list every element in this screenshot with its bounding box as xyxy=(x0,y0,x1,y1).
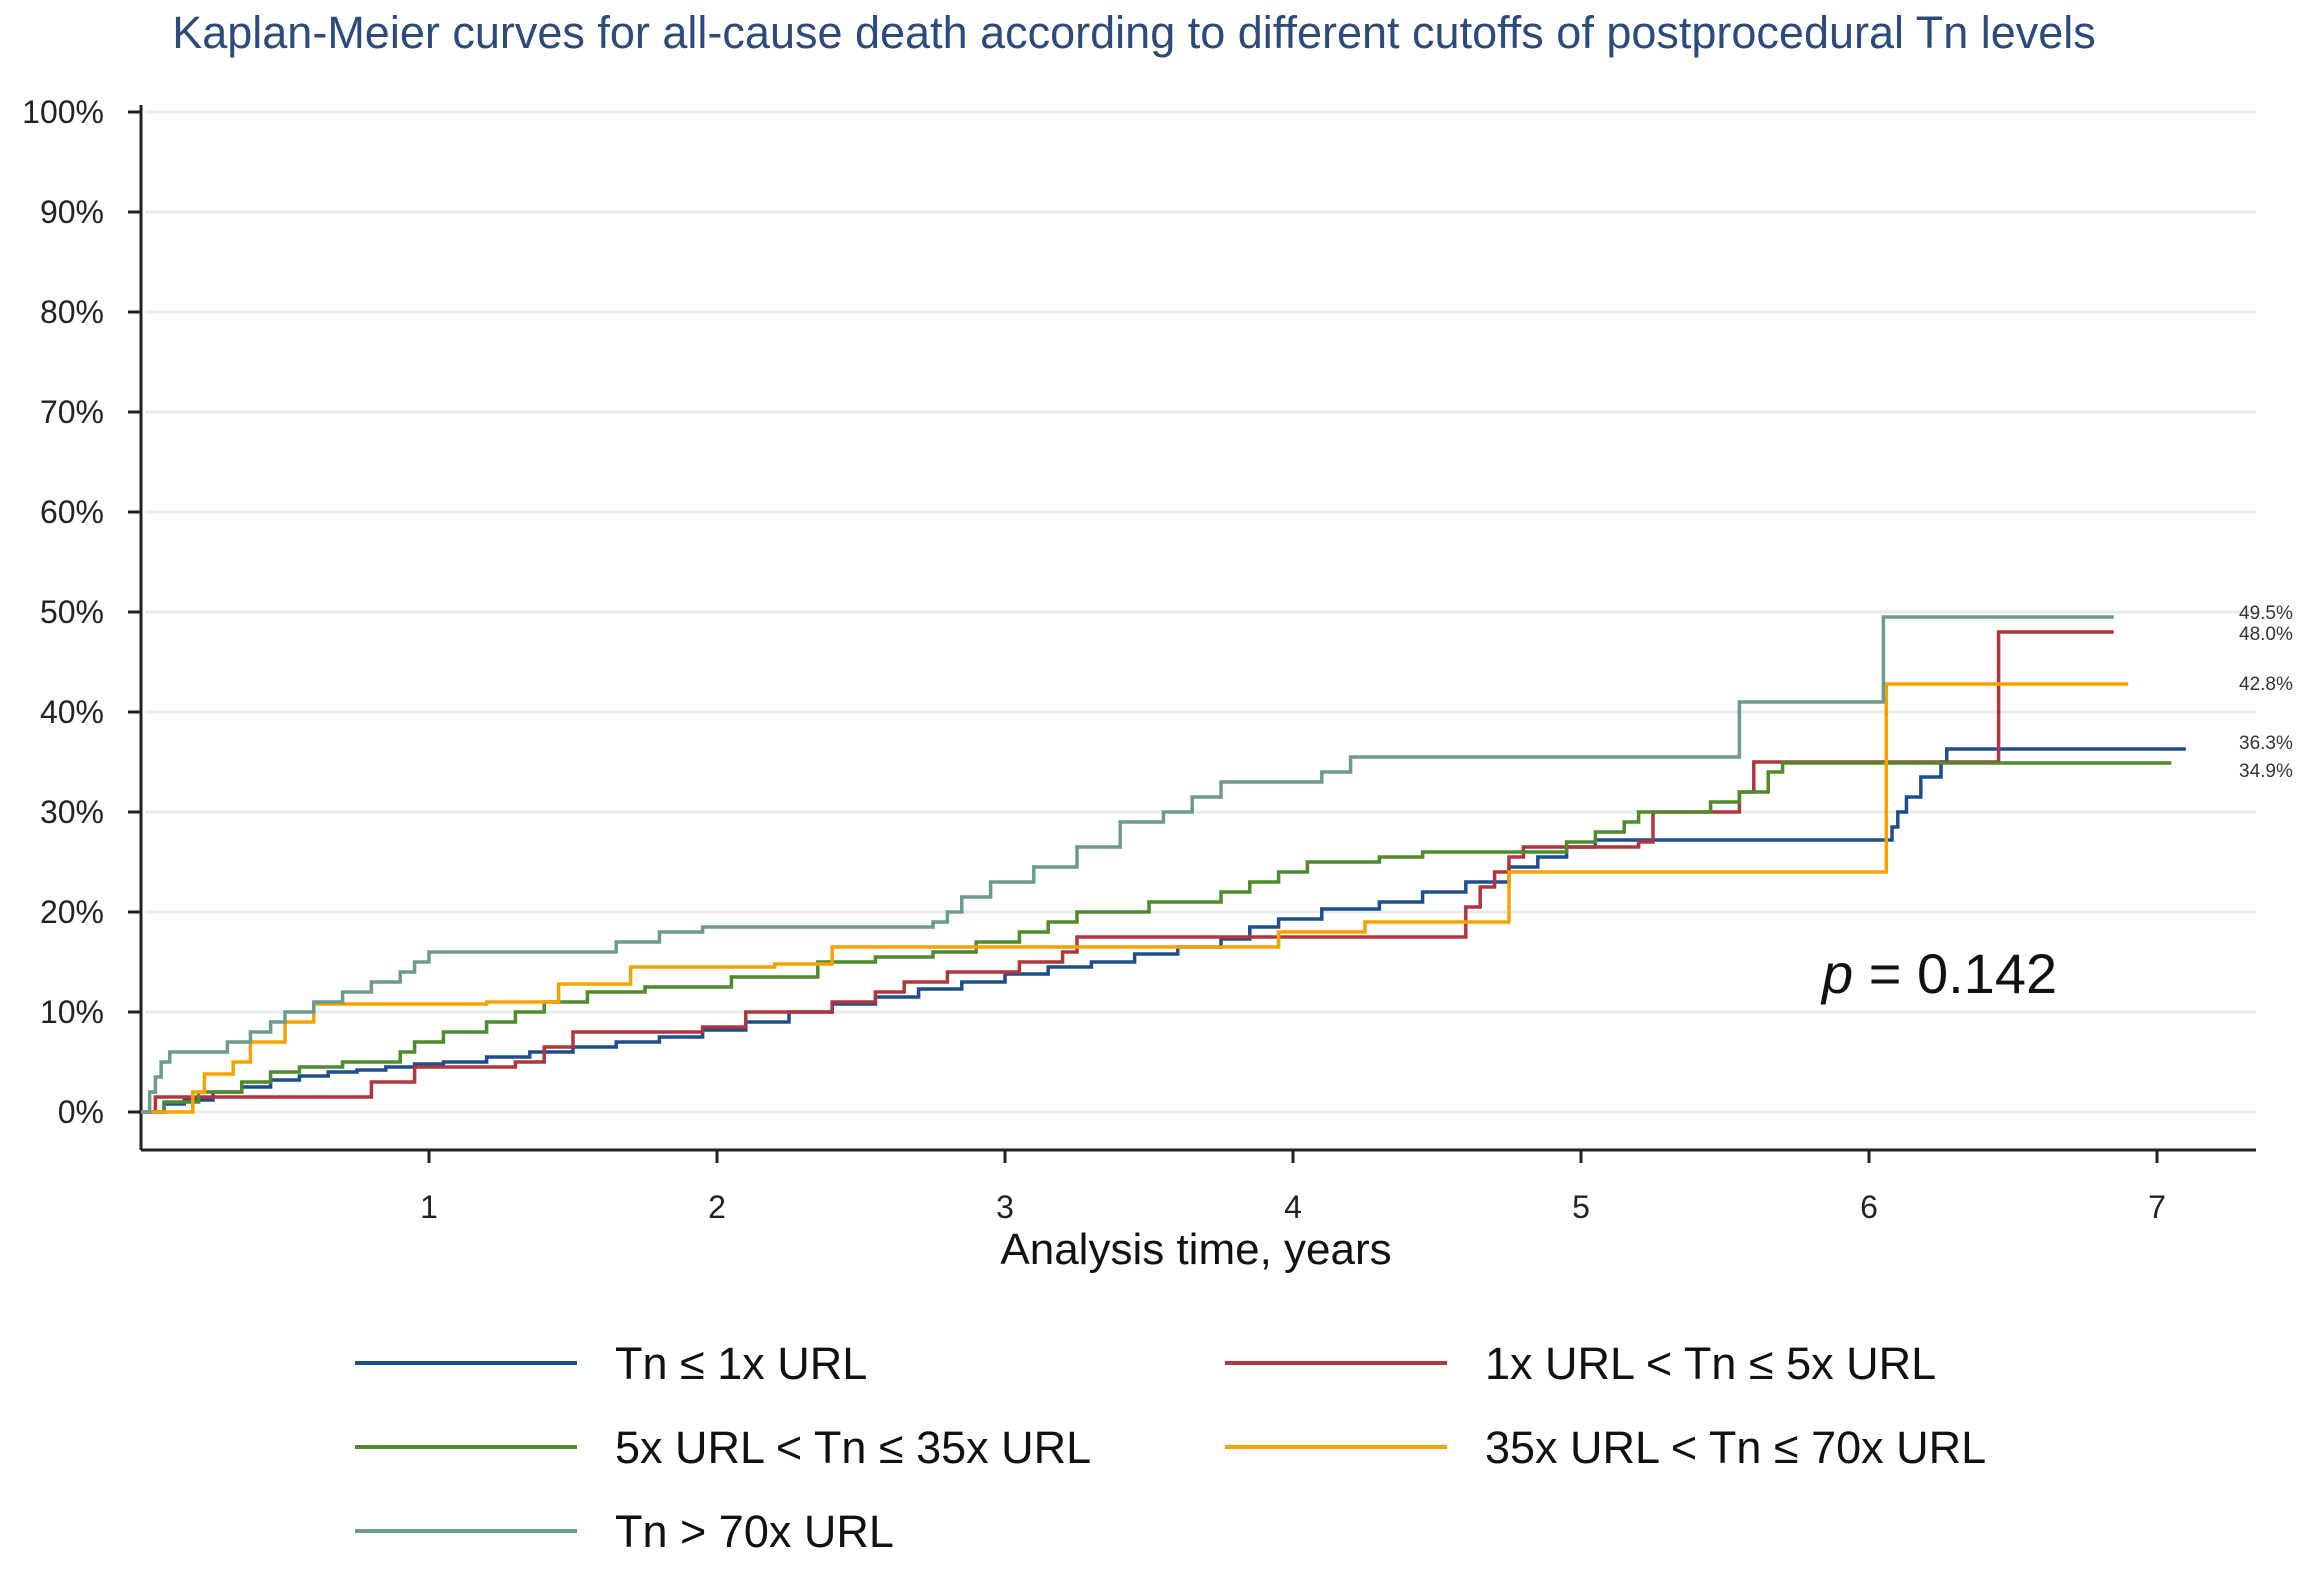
p-value-annotation: p = 0.142 xyxy=(1820,942,2057,1005)
y-axis-ticks: 0% 10% 20% 30% 40% 50% 60% 70% 80% 90% 100% xyxy=(22,94,141,1130)
end-label-3: 34.9% xyxy=(2239,761,2293,782)
end-label-5: 49.5% xyxy=(2239,603,2293,624)
x-tick-label: 5 xyxy=(1572,1189,1590,1225)
axes xyxy=(139,105,2256,1152)
y-tick-label: 60% xyxy=(40,494,104,530)
y-tick-label: 40% xyxy=(40,694,104,730)
series-line-5 xyxy=(141,615,2114,1114)
y-tick-label: 90% xyxy=(40,194,104,230)
x-tick-label: 7 xyxy=(2148,1189,2166,1225)
series-lines xyxy=(141,615,2186,1114)
y-tick-label: 30% xyxy=(40,794,104,830)
chart-title: Kaplan-Meier curves for all-cause death … xyxy=(172,7,2096,58)
x-tick-label: 4 xyxy=(1284,1189,1302,1225)
x-tick-label: 6 xyxy=(1860,1189,1878,1225)
legend-label-4: 35x URL < Tn ≤ 70x URL xyxy=(1485,1422,1986,1473)
legend-label-3: 5x URL < Tn ≤ 35x URL xyxy=(615,1422,1091,1473)
legend: Tn ≤ 1x URL 1x URL < Tn ≤ 5x URL 5x URL < … xyxy=(355,1338,1986,1557)
y-tick-label: 0% xyxy=(58,1094,104,1130)
y-tick-label: 80% xyxy=(40,294,104,330)
legend-label-5: Tn > 70x URL xyxy=(615,1506,894,1557)
gridlines xyxy=(145,110,2256,1114)
end-label-1: 36.3% xyxy=(2239,733,2293,754)
end-labels: 36.3% 48.0% 34.9% 42.8% 49.5% xyxy=(2239,603,2293,782)
y-tick-label: 20% xyxy=(40,894,104,930)
end-label-4: 42.8% xyxy=(2239,674,2293,695)
series-line-4 xyxy=(141,682,2129,1114)
series-line-1 xyxy=(141,747,2186,1114)
series-line-2 xyxy=(141,630,2114,1114)
x-tick-label: 2 xyxy=(708,1189,726,1225)
x-tick-label: 1 xyxy=(420,1189,438,1225)
y-tick-label: 100% xyxy=(22,94,104,130)
end-label-2: 48.0% xyxy=(2239,624,2293,645)
y-tick-label: 50% xyxy=(40,594,104,630)
p-value-prefix: p xyxy=(1820,942,1853,1005)
y-tick-label: 10% xyxy=(40,994,104,1030)
legend-label-1: Tn ≤ 1x URL xyxy=(615,1338,867,1389)
p-value-text: = 0.142 xyxy=(1853,942,2057,1005)
legend-label-2: 1x URL < Tn ≤ 5x URL xyxy=(1485,1338,1936,1389)
x-axis-label: Analysis time, years xyxy=(1000,1225,1391,1274)
y-tick-label: 70% xyxy=(40,394,104,430)
x-tick-label: 3 xyxy=(996,1189,1014,1225)
x-axis-ticks: 1 2 3 4 5 6 7 xyxy=(420,1150,2166,1225)
